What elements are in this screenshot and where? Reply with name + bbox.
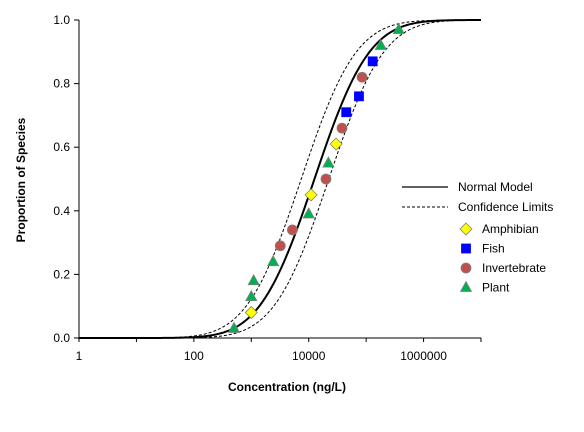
x-axis-ticks: 1 100 10000 1000000 bbox=[76, 338, 482, 363]
confidence-limit-lower-curve bbox=[79, 19, 482, 339]
y-tick-label: 0.8 bbox=[53, 77, 70, 91]
legend-amphibian-label: Amphibian bbox=[482, 222, 539, 236]
legend-confidence-label: Confidence Limits bbox=[458, 200, 553, 214]
amphibian-point bbox=[329, 137, 343, 151]
amphibian-point bbox=[244, 305, 258, 320]
legend-invertebrate-swatch bbox=[460, 262, 472, 274]
y-tick-label: 0.6 bbox=[53, 140, 70, 154]
confidence-limit-upper-curve bbox=[79, 19, 482, 339]
x-tick-label: 1 bbox=[76, 349, 83, 363]
legend-amphibian-swatch bbox=[459, 222, 473, 236]
legend-fish-label: Fish bbox=[482, 242, 505, 256]
x-tick-label: 1000000 bbox=[400, 349, 447, 363]
y-tick-label: 0.4 bbox=[53, 204, 70, 218]
y-tick-label: 1.0 bbox=[53, 13, 70, 27]
x-axis-title: Concentration (ng/L) bbox=[228, 380, 346, 394]
legend-fish-swatch bbox=[461, 243, 471, 254]
fish-point bbox=[367, 56, 378, 67]
fish-point bbox=[341, 107, 352, 118]
invertebrate-point bbox=[274, 240, 286, 252]
y-axis-title: Proportion of Species bbox=[14, 117, 28, 242]
y-tick-label: 0.2 bbox=[53, 267, 70, 281]
normal-model-curve bbox=[79, 19, 481, 339]
plant-point bbox=[227, 321, 241, 333]
amphibian-point bbox=[304, 188, 318, 202]
plant-point bbox=[266, 254, 280, 267]
x-tick-label: 100 bbox=[184, 349, 204, 363]
legend-plant-label: Plant bbox=[482, 281, 510, 295]
y-axis-ticks: 0.0 0.2 0.4 0.6 0.8 1.0 bbox=[53, 13, 79, 345]
legend-plant-swatch bbox=[459, 280, 473, 292]
x-tick-label: 10000 bbox=[292, 349, 326, 363]
y-tick-label: 0.0 bbox=[53, 331, 70, 345]
plant-point bbox=[374, 38, 387, 50]
data-points bbox=[227, 22, 405, 333]
legend: Normal Model Confidence Limits Amphibian Fi… bbox=[402, 180, 553, 295]
invertebrate-point bbox=[287, 224, 298, 236]
plant-point bbox=[392, 22, 405, 34]
plant-point bbox=[245, 289, 258, 302]
plant-point bbox=[247, 273, 260, 286]
invertebrate-point bbox=[356, 71, 368, 83]
plant-point bbox=[322, 156, 335, 168]
plant-point bbox=[302, 207, 315, 219]
legend-model-label: Normal Model bbox=[458, 180, 533, 194]
invertebrate-point bbox=[320, 173, 332, 185]
fish-point bbox=[354, 91, 364, 102]
legend-invertebrate-label: Invertebrate bbox=[482, 261, 546, 275]
invertebrate-point bbox=[336, 122, 348, 134]
